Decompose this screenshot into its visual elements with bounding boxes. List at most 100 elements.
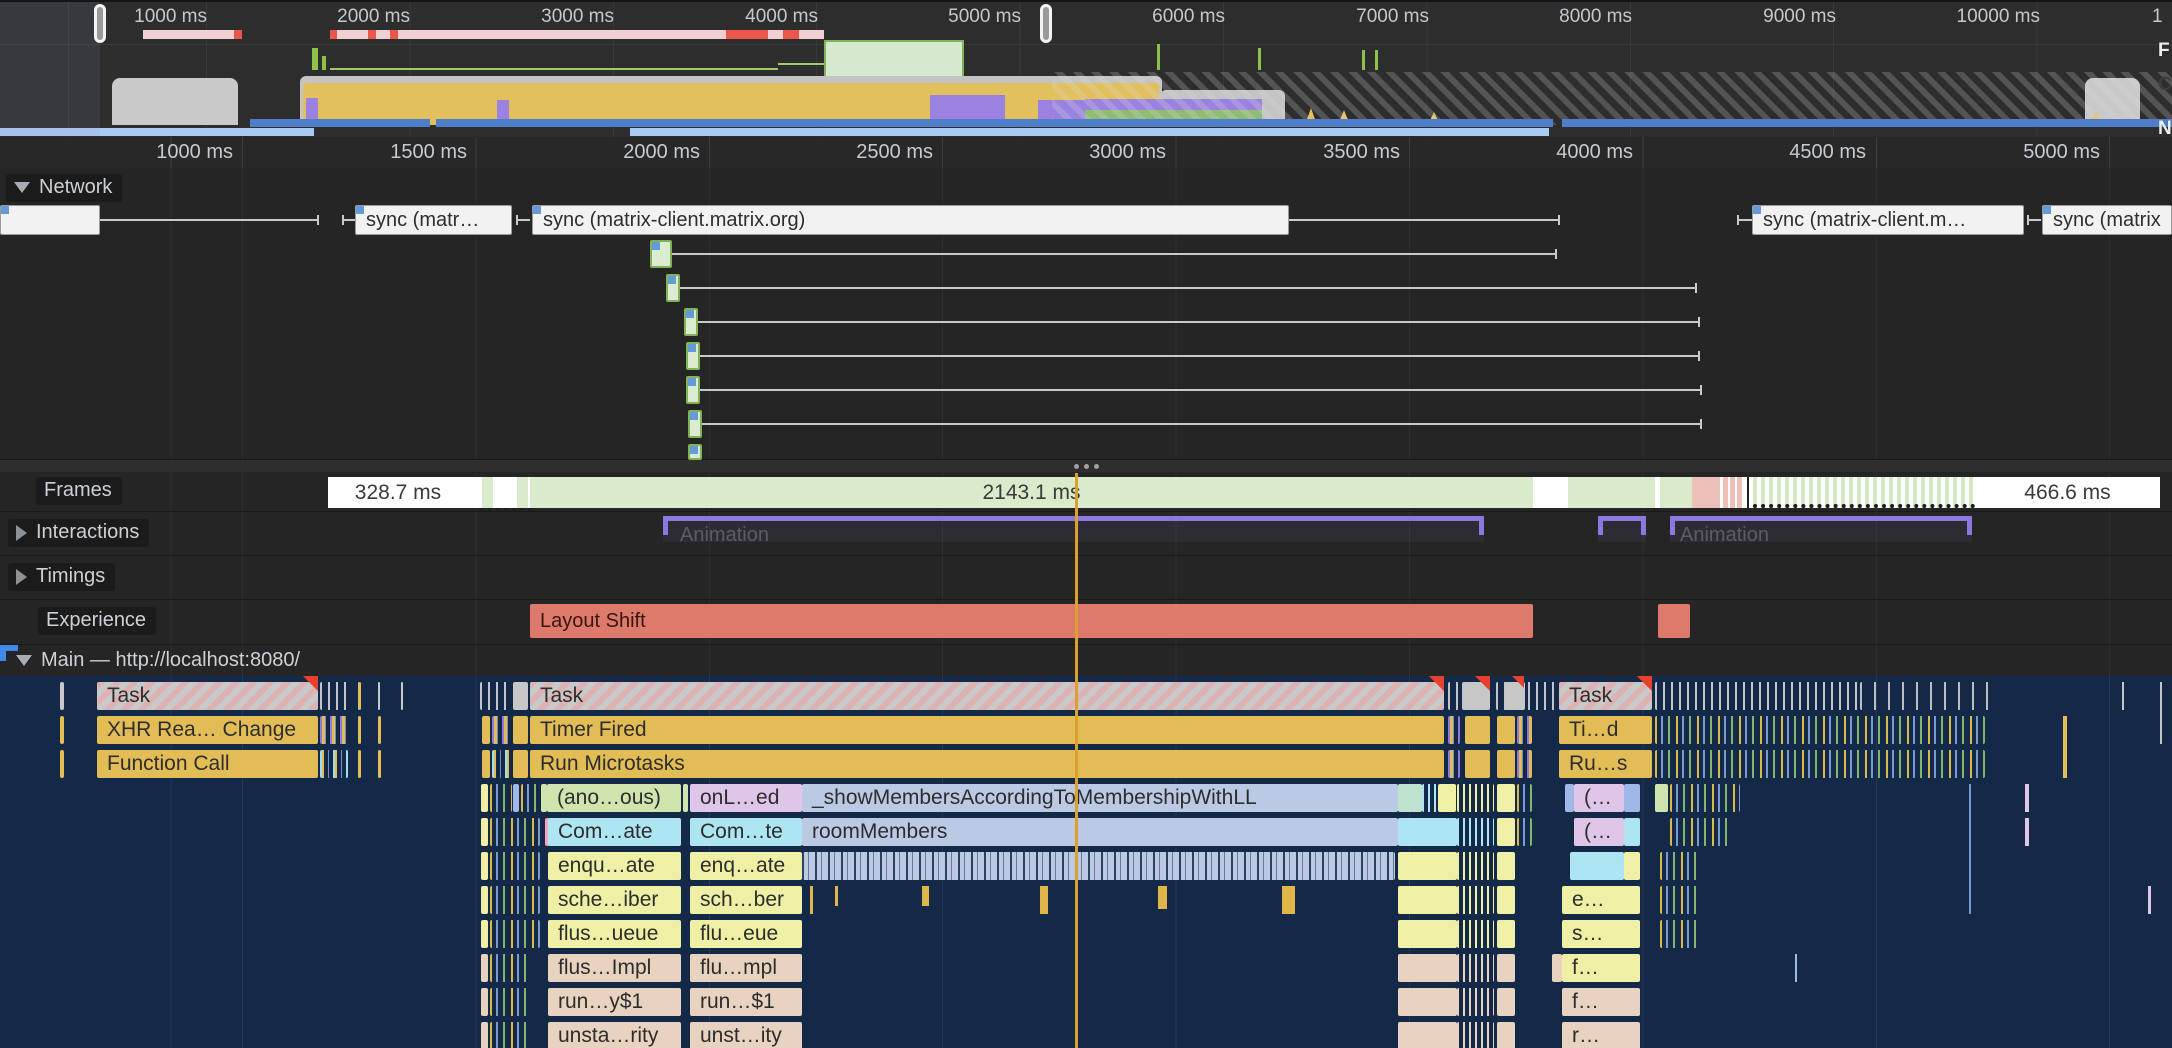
unstable-priority-pill[interactable]: unst…ity	[690, 1022, 802, 1048]
layout-shift-bar[interactable]	[1658, 604, 1690, 638]
partial-frames[interactable]	[1753, 477, 1975, 508]
main-flame-chart[interactable]: Task XHR Rea… Change Function Call	[0, 676, 2172, 1048]
flush-impl-pill[interactable]: f…	[1562, 988, 1640, 1016]
micro-activity-bar	[401, 682, 403, 710]
stripe-cluster	[1457, 1022, 1494, 1048]
fps-bar	[322, 56, 326, 70]
xhr-ready-state-change-pill[interactable]: XHR Rea… Change	[97, 716, 318, 744]
network-request-pill[interactable]	[688, 410, 702, 438]
frame[interactable]: 466.6 ms	[1975, 477, 2160, 508]
anonymous-fn-pill[interactable]: (…	[1574, 818, 1624, 846]
frames-track-header[interactable]: Frames	[36, 477, 122, 505]
micro-activity-bar	[1040, 886, 1048, 914]
enqueue-pill[interactable]: enq…ate	[690, 852, 802, 880]
schedule-pill[interactable]: s…	[1562, 920, 1640, 948]
run-priority-pill[interactable]: r…	[1562, 1022, 1640, 1048]
flush-queue-pill[interactable]: f…	[1562, 954, 1640, 982]
fps-lane-label: F	[2158, 40, 2170, 61]
dropped-frame[interactable]	[1692, 477, 1720, 508]
request-start-square-icon	[690, 412, 698, 420]
network-track-header[interactable]: Network	[6, 174, 123, 202]
network-request-pill[interactable]	[686, 376, 700, 404]
track-resize-splitter[interactable]	[0, 460, 2172, 472]
flush-impl-pill[interactable]: flu…mpl	[690, 954, 802, 982]
run-microtasks-pill[interactable]: Run Microtasks	[530, 750, 1444, 778]
unstable-priority-pill[interactable]: unsta…rity	[548, 1022, 681, 1048]
compute-pill[interactable]: Com…te	[690, 818, 802, 846]
onloaded-pill[interactable]: onL…ed	[690, 784, 802, 812]
schedule-pill[interactable]: sche…iber	[548, 886, 681, 914]
compute-pill[interactable]	[1570, 852, 1624, 880]
zoom-window-left-handle[interactable]	[94, 4, 106, 43]
timer-fired-pill[interactable]: Ti…d	[1559, 716, 1652, 744]
frame[interactable]	[1568, 477, 1655, 508]
dropped-frame[interactable]	[1737, 477, 1742, 508]
network-request-pill[interactable]: sync (matrix-client.matrix.org)	[532, 205, 1289, 235]
network-request-pill[interactable]: sync (matrix	[2042, 205, 2172, 235]
request-whisker-end	[1698, 351, 1700, 361]
micro-activity-bar	[1398, 784, 1422, 812]
micro-activity-bar	[481, 954, 488, 982]
timer-fired-pill[interactable]: Timer Fired	[530, 716, 1444, 744]
long-task-marker	[330, 30, 337, 39]
network-request-pill[interactable]: sync (matrix-client.m…	[1752, 205, 2024, 235]
animation-span[interactable]	[1598, 516, 1646, 542]
run-priority-pill[interactable]: run…y$1	[548, 988, 681, 1016]
dropped-frame[interactable]	[1723, 477, 1728, 508]
network-request-pill[interactable]	[666, 274, 680, 302]
cpu-area-scripting	[303, 83, 1159, 125]
micro-activity-bar	[482, 750, 490, 778]
anonymous-fn-pill[interactable]: (ano…ous)	[547, 784, 681, 812]
timings-track-header[interactable]: Timings	[8, 563, 116, 591]
micro-activity-bar	[1497, 1022, 1515, 1048]
experience-track-title: Experience	[46, 609, 147, 631]
span-end-hook	[1967, 521, 1972, 535]
frame[interactable]	[517, 477, 528, 508]
network-request-pill[interactable]	[688, 444, 702, 460]
micro-activity-bar	[2160, 682, 2162, 744]
main-track-header[interactable]: Main — http://localhost:8080/	[8, 647, 310, 675]
overview-tick: 2000 ms	[337, 6, 410, 27]
layout-shift-bar[interactable]: Layout Shift	[530, 604, 1533, 638]
frame[interactable]	[482, 477, 493, 508]
timeline-overview[interactable]: 1000 ms 2000 ms 3000 ms 4000 ms 5000 ms …	[0, 0, 2172, 139]
schedule-pill[interactable]: sch…ber	[690, 886, 802, 914]
compute-pill[interactable]: Com…ate	[548, 818, 681, 846]
network-request-pill[interactable]: sync (matr…	[355, 205, 512, 235]
frame[interactable]: 328.7 ms	[328, 477, 468, 508]
collapse-triangle-icon	[16, 655, 32, 666]
anonymous-fn-pill[interactable]: (…	[1574, 784, 1624, 812]
task-pill[interactable]: Task	[1559, 682, 1652, 710]
flush-queue-pill[interactable]: flus…ueue	[548, 920, 681, 948]
animation-span[interactable]	[1670, 516, 1972, 542]
overview-tick: 10000 ms	[1956, 6, 2040, 27]
expand-triangle-icon	[16, 524, 27, 541]
enqueue-pill[interactable]: enqu…ate	[548, 852, 681, 880]
network-request-pill[interactable]	[0, 205, 100, 235]
network-request-pill[interactable]	[650, 240, 672, 268]
enqueue-pill[interactable]: e…	[1562, 886, 1640, 914]
show-members-pill[interactable]: _showMembersAccordingToMembershipWithLL	[802, 784, 1398, 812]
run-microtasks-pill[interactable]: Ru…s	[1559, 750, 1652, 778]
room-members-pill[interactable]: roomMembers	[802, 818, 1398, 846]
function-call-pill[interactable]: Function Call	[97, 750, 318, 778]
experience-track-header[interactable]: Experience	[38, 607, 157, 635]
micro-activity-bar	[2063, 716, 2067, 778]
request-whisker	[100, 219, 318, 221]
run-priority-pill[interactable]: run…$1	[690, 988, 802, 1016]
dropped-frame[interactable]	[1730, 477, 1735, 508]
flush-impl-pill[interactable]: flus…Impl	[548, 954, 681, 982]
interactions-track-header[interactable]: Interactions	[8, 519, 150, 547]
frame[interactable]	[1660, 477, 1692, 508]
micro-activity-bar	[1497, 852, 1515, 880]
task-pill[interactable]: Task	[97, 682, 318, 710]
network-request-pill[interactable]	[684, 308, 698, 336]
zoom-window-right-handle[interactable]	[1040, 4, 1052, 43]
request-start-square-icon	[688, 344, 696, 352]
net-bar-dark	[436, 119, 1553, 127]
animation-span[interactable]	[663, 516, 1484, 542]
frame[interactable]: 2143.1 ms	[530, 477, 1533, 508]
task-pill[interactable]: Task	[530, 682, 1444, 710]
flush-queue-pill[interactable]: flu…eue	[690, 920, 802, 948]
network-request-pill[interactable]	[686, 342, 700, 370]
